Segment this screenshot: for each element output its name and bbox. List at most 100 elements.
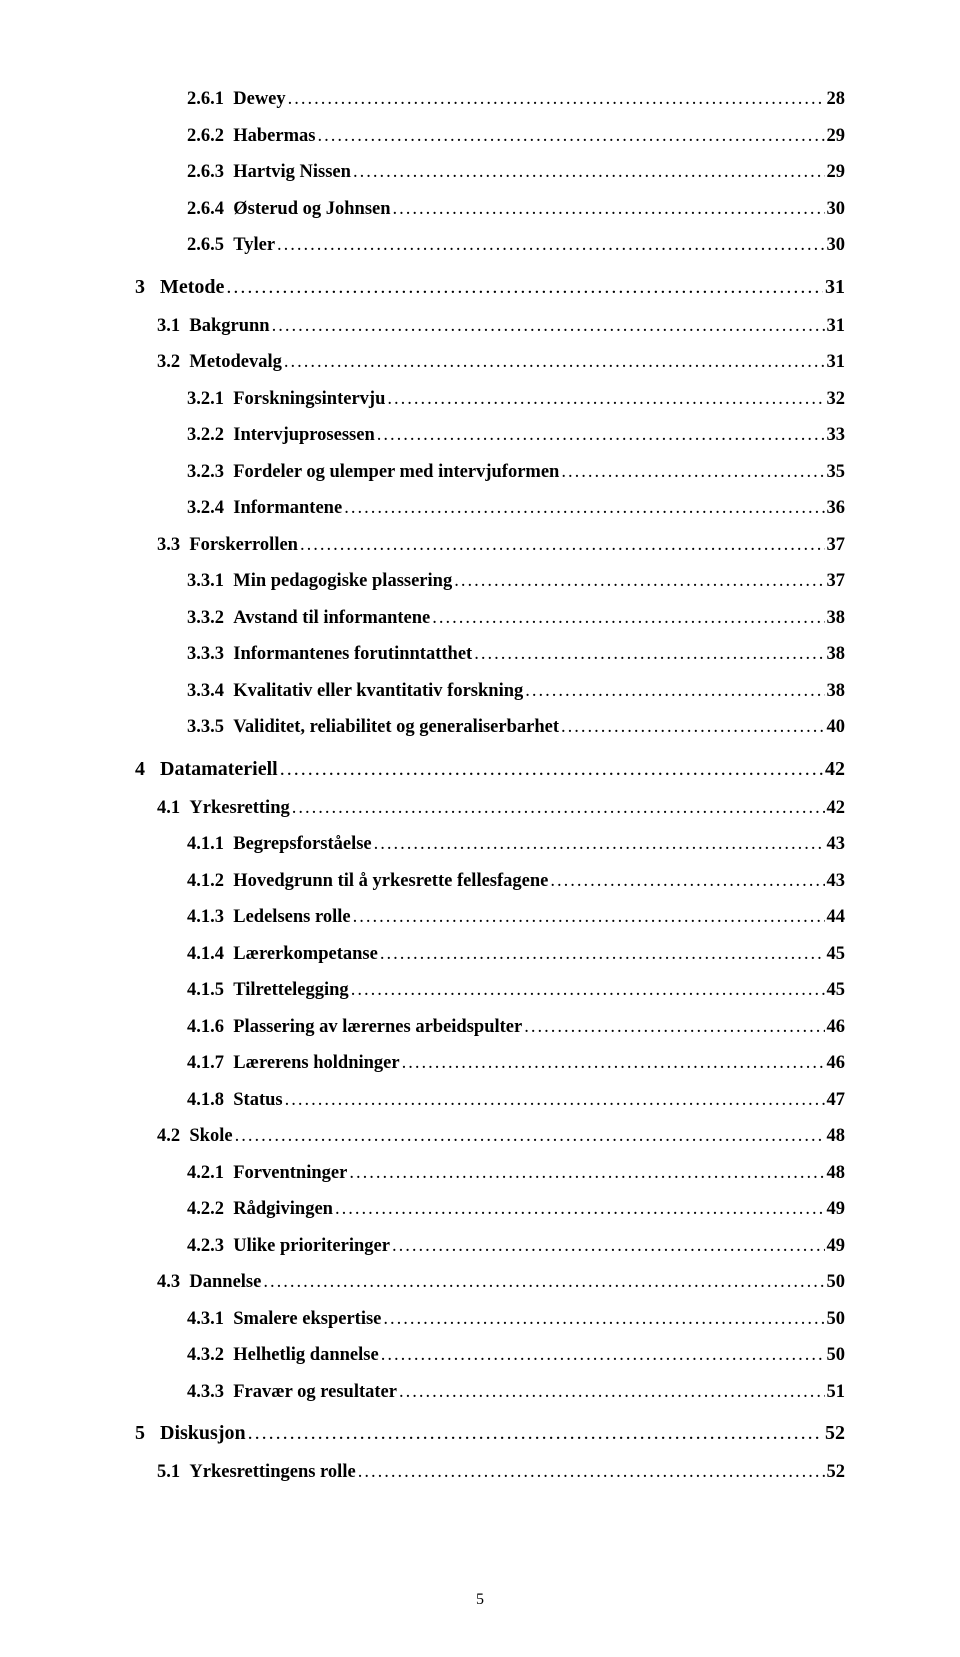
toc-entry-title: Hovedgrunn til å yrkesrette fellesfagene	[233, 872, 548, 891]
table-of-contents: 2.6.1 Dewey.............................…	[135, 90, 845, 1482]
toc-entry-page: 29	[827, 127, 846, 146]
toc-entry-title: Tyler	[233, 236, 275, 255]
toc-separator	[224, 1237, 233, 1256]
toc-entry-number: 4.2	[157, 1127, 180, 1146]
toc-entry: 3.2.2 Intervjuprosessen.................…	[135, 426, 845, 445]
toc-entry-page: 35	[827, 463, 846, 482]
toc-entry-page: 48	[827, 1127, 846, 1146]
toc-separator	[180, 1463, 189, 1482]
toc-entry-title: Dewey	[233, 90, 285, 109]
toc-entry-page: 33	[827, 426, 846, 445]
page-container: 2.6.1 Dewey.............................…	[0, 0, 960, 1657]
toc-entry-number: 4.1.8	[187, 1091, 224, 1110]
toc-leader-dots: ........................................…	[288, 90, 825, 109]
toc-entry: 4.1.5 Tilrettelegging...................…	[135, 981, 845, 1000]
toc-separator	[224, 200, 233, 219]
toc-leader-dots: ........................................…	[226, 277, 823, 297]
toc-leader-dots: ........................................…	[292, 799, 825, 818]
toc-entry: 4.1.1 Begrepsforståelse.................…	[135, 835, 845, 854]
toc-leader-dots: ........................................…	[393, 200, 825, 219]
toc-entry-title: Metodevalg	[189, 353, 281, 372]
toc-entry: 4.1.7 Lærerens holdninger...............…	[135, 1054, 845, 1073]
toc-entry: 3.3.2 Avstand til informantene..........…	[135, 609, 845, 628]
toc-entry: 2.6.5 Tyler.............................…	[135, 236, 845, 255]
toc-entry-page: 45	[827, 981, 846, 1000]
page-footer: 5	[0, 1591, 960, 1609]
toc-leader-dots: ........................................…	[248, 1423, 823, 1443]
toc-entry-title: Smalere ekspertise	[233, 1310, 381, 1329]
toc-leader-dots: ........................................…	[353, 908, 825, 927]
toc-entry-number: 5	[135, 1423, 145, 1443]
toc-entry-page: 31	[825, 277, 845, 297]
toc-entry: 4.3.1 Smalere ekspertise................…	[135, 1310, 845, 1329]
toc-separator	[224, 1383, 233, 1402]
toc-entry: 4.2.3 Ulike prioriteringer..............…	[135, 1237, 845, 1256]
toc-entry-number: 4.1.3	[187, 908, 224, 927]
toc-entry-number: 2.6.5	[187, 236, 224, 255]
toc-entry-number: 3.2.3	[187, 463, 224, 482]
toc-separator	[224, 236, 233, 255]
toc-entry-title: Kvalitativ eller kvantitativ forskning	[233, 682, 523, 701]
toc-entry-number: 3.3.3	[187, 645, 224, 664]
toc-leader-dots: ........................................…	[377, 426, 825, 445]
toc-entry-page: 28	[827, 90, 846, 109]
toc-entry-page: 31	[827, 317, 846, 336]
toc-entry: 5.1 Yrkesrettingens rolle...............…	[135, 1463, 845, 1482]
toc-entry-number: 2.6.2	[187, 127, 224, 146]
toc-entry-number: 2.6.1	[187, 90, 224, 109]
toc-entry-title: Østerud og Johnsen	[233, 200, 390, 219]
toc-entry: 4.3.2 Helhetlig dannelse................…	[135, 1346, 845, 1365]
toc-leader-dots: ........................................…	[550, 872, 824, 891]
toc-entry-title: Lærerens holdninger	[233, 1054, 399, 1073]
toc-entry-title: Forskerrollen	[189, 536, 298, 555]
toc-entry-title: Forventninger	[233, 1164, 347, 1183]
toc-entry: 5 Diskusjon.............................…	[135, 1423, 845, 1443]
toc-entry-title: Ledelsens rolle	[233, 908, 350, 927]
toc-entry: 3.3.3 Informantenes forutinntatthet.....…	[135, 645, 845, 664]
toc-entry: 3.3.4 Kvalitativ eller kvantitativ forsk…	[135, 682, 845, 701]
toc-leader-dots: ........................................…	[399, 1383, 825, 1402]
toc-entry-title: Begrepsforståelse	[233, 835, 371, 854]
toc-separator	[145, 1423, 160, 1443]
toc-leader-dots: ........................................…	[277, 236, 824, 255]
toc-entry-page: 50	[827, 1310, 846, 1329]
toc-separator	[224, 1200, 233, 1219]
toc-entry: 3.2 Metodevalg..........................…	[135, 353, 845, 372]
toc-separator	[224, 682, 233, 701]
toc-leader-dots: ........................................…	[300, 536, 825, 555]
toc-entry-page: 43	[827, 835, 846, 854]
toc-leader-dots: ........................................…	[285, 1091, 825, 1110]
toc-entry-page: 38	[827, 645, 846, 664]
toc-leader-dots: ........................................…	[381, 1346, 825, 1365]
toc-entry-number: 3	[135, 277, 145, 297]
toc-leader-dots: ........................................…	[454, 572, 824, 591]
toc-entry-page: 42	[827, 799, 846, 818]
toc-entry: 4.1.6 Plassering av lærernes arbeidspult…	[135, 1018, 845, 1037]
toc-separator	[224, 426, 233, 445]
toc-entry-number: 3.3.5	[187, 718, 224, 737]
toc-entry: 4.3.3 Fravær og resultater..............…	[135, 1383, 845, 1402]
toc-separator	[224, 90, 233, 109]
toc-leader-dots: ........................................…	[344, 499, 824, 518]
toc-entry-number: 4.1.6	[187, 1018, 224, 1037]
toc-entry-number: 4.1.2	[187, 872, 224, 891]
toc-entry-number: 4.3	[157, 1273, 180, 1292]
toc-leader-dots: ........................................…	[272, 317, 825, 336]
toc-entry-title: Yrkesrettingens rolle	[189, 1463, 355, 1482]
toc-separator	[180, 1127, 189, 1146]
toc-entry-title: Ulike prioriteringer	[233, 1237, 390, 1256]
toc-entry: 4.1.3 Ledelsens rolle...................…	[135, 908, 845, 927]
toc-separator	[224, 835, 233, 854]
toc-leader-dots: ........................................…	[387, 390, 824, 409]
toc-entry-number: 4.2.1	[187, 1164, 224, 1183]
toc-entry-page: 31	[827, 353, 846, 372]
toc-entry: 4.1 Yrkesretting........................…	[135, 799, 845, 818]
toc-leader-dots: ........................................…	[235, 1127, 825, 1146]
toc-entry-title: Helhetlig dannelse	[233, 1346, 378, 1365]
toc-entry-title: Metode	[160, 277, 224, 297]
toc-entry-title: Informantenes forutinntatthet	[233, 645, 472, 664]
toc-entry: 3 Metode................................…	[135, 277, 845, 297]
toc-entry-page: 38	[827, 682, 846, 701]
toc-separator	[180, 536, 189, 555]
toc-entry: 4.1.8 Status............................…	[135, 1091, 845, 1110]
